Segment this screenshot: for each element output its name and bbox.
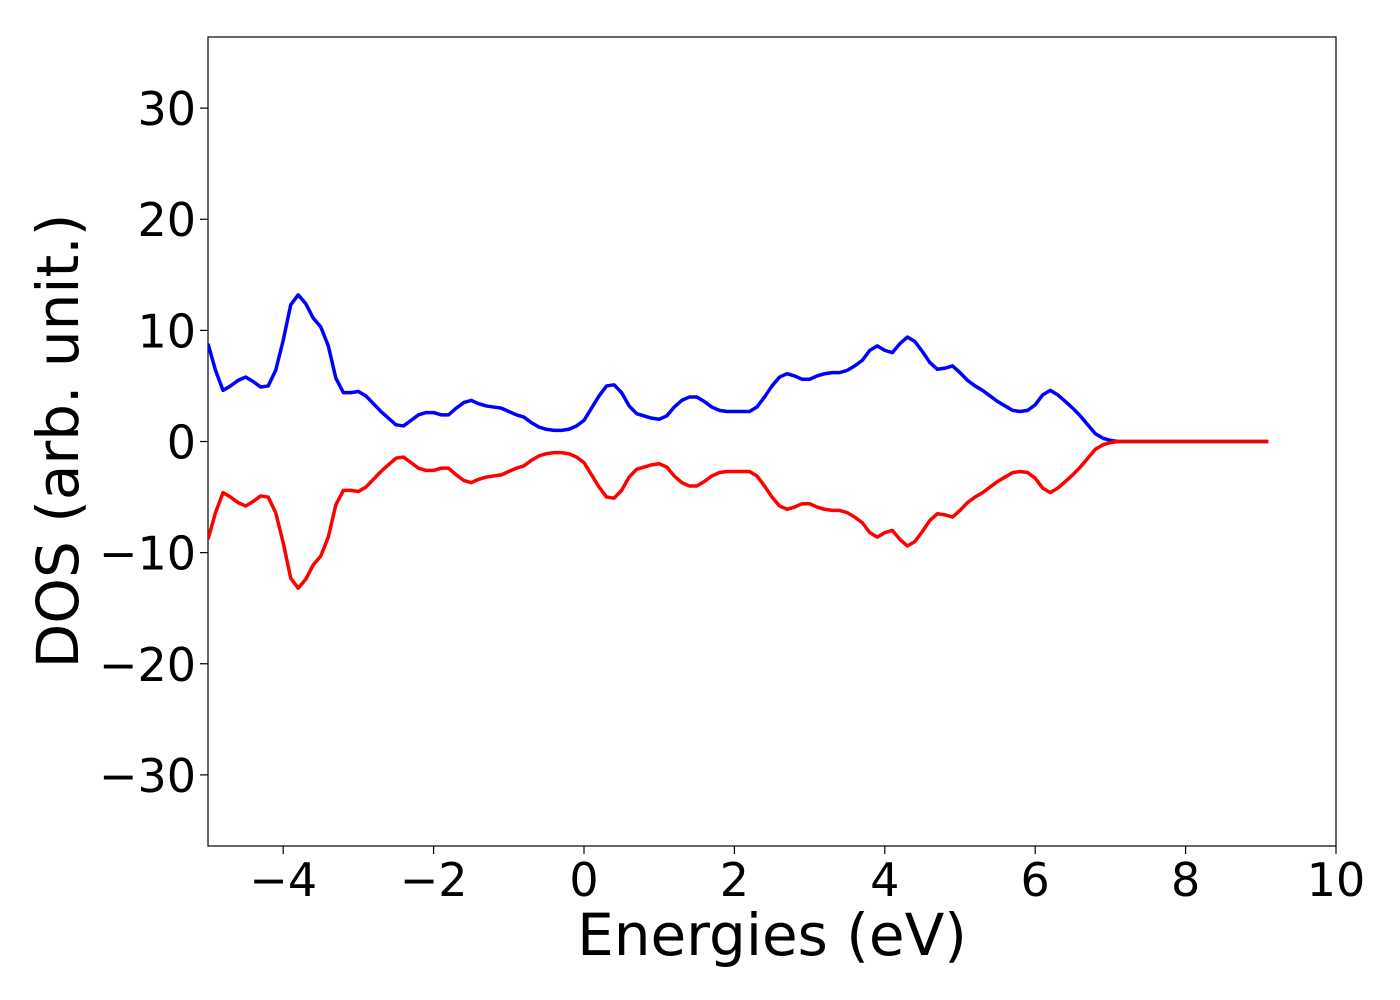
x-tick-label: 6 bbox=[1021, 853, 1050, 907]
y-axis-label: DOS (arb. unit.) bbox=[24, 214, 92, 669]
x-tick-label: 10 bbox=[1307, 853, 1366, 907]
y-tick-label: −20 bbox=[99, 638, 196, 692]
y-tick-label: 0 bbox=[167, 416, 196, 470]
data-line bbox=[208, 293, 1269, 444]
data-line bbox=[208, 439, 1269, 590]
x-tick-label: 2 bbox=[720, 853, 749, 907]
x-tick-label: 8 bbox=[1171, 853, 1200, 907]
x-tick-label: −4 bbox=[249, 853, 317, 907]
x-tick-label: −2 bbox=[400, 853, 468, 907]
x-tick-label: 4 bbox=[870, 853, 899, 907]
x-axis-label: Energies (eV) bbox=[577, 901, 967, 969]
x-tick-label: 0 bbox=[569, 853, 598, 907]
y-tick-label: −10 bbox=[99, 527, 196, 581]
y-tick-label: 30 bbox=[137, 82, 196, 136]
y-tick-label: 10 bbox=[137, 304, 196, 358]
y-tick-label: 20 bbox=[137, 193, 196, 247]
y-tick-label: −30 bbox=[99, 749, 196, 803]
